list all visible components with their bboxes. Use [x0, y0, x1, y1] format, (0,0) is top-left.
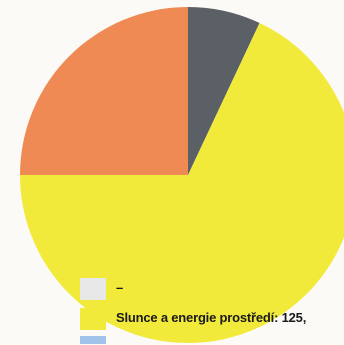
legend-item: Slunce a energie prostředí: 125, — [80, 302, 344, 332]
chart-legend: – Slunce a energie prostředí: 125, — [80, 272, 344, 345]
legend-swatch — [80, 308, 106, 330]
legend-swatch — [80, 336, 106, 344]
legend-label: Slunce a energie prostředí: 125, — [116, 310, 307, 325]
legend-item — [80, 332, 344, 345]
pie-slice-1 — [20, 22, 344, 343]
pie-slice-2 — [20, 7, 188, 175]
pie-slice-0 — [188, 7, 260, 175]
legend-item: – — [80, 272, 344, 302]
legend-swatch — [80, 278, 106, 300]
legend-label: – — [116, 280, 124, 295]
